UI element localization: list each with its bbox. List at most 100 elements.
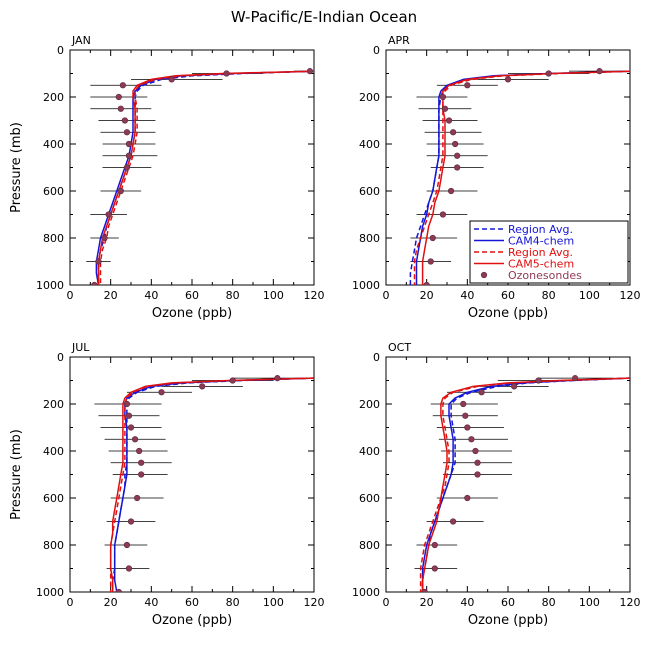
x-tick-label: 20: [104, 596, 118, 609]
x-tick-label: 100: [579, 596, 600, 609]
x-tick-label: 60: [501, 596, 515, 609]
x-tick-label: 60: [185, 596, 199, 609]
panel-label: APR: [388, 34, 410, 47]
y-tick-label: 800: [43, 232, 64, 245]
sonde-point: [450, 518, 457, 525]
sonde-point: [119, 82, 126, 89]
sonde-point: [596, 68, 603, 75]
legend-label: CAM5-chem: [508, 258, 574, 271]
sonde-point: [464, 424, 471, 431]
sonde-point: [125, 412, 133, 419]
sonde-point: [117, 105, 124, 112]
x-axis-label: Ozone (ppb): [152, 613, 232, 628]
panel-oct: 0 20 40 60 80 100 120 0 200 400 600 800 1000 OCT Ozone…: [352, 341, 641, 628]
series-line-cam4-region-avg: [409, 70, 630, 285]
series-line-cam5-region-avg: [413, 70, 630, 285]
series-line-cam4-region-avg: [97, 70, 314, 285]
x-tick-label: 20: [420, 289, 434, 302]
x-tick-label: 80: [226, 289, 240, 302]
y-tick-label: 600: [43, 492, 64, 505]
sonde-point: [421, 588, 428, 592]
panel-label: OCT: [388, 341, 411, 354]
legend-label: Region Avg.: [508, 246, 573, 259]
sonde-point: [95, 258, 102, 265]
sonde-point: [468, 436, 475, 443]
y-tick-label: 1000: [36, 279, 64, 292]
y-tick-label: 800: [359, 539, 380, 552]
sonde-point: [441, 105, 449, 112]
y-tick-label: 400: [359, 138, 380, 151]
x-axis-label: Ozone (ppb): [152, 306, 232, 321]
x-tick-label: 120: [620, 596, 641, 609]
y-tick-label: 0: [373, 351, 380, 364]
y-tick-label: 0: [57, 44, 64, 57]
legend-label: CAM4-chem: [508, 235, 574, 248]
sonde-point: [121, 117, 128, 124]
panel-jan: 0 20 40 60 80 100 120 0 200 400 600 800 1000 JAN Ozone…: [9, 34, 325, 321]
sonde-point: [464, 82, 471, 89]
series-line-cam4-chem: [415, 70, 630, 285]
x-tick-label: 0: [383, 596, 390, 609]
legend-marker: [480, 271, 488, 279]
y-tick-label: 200: [359, 398, 380, 411]
y-tick-label: 200: [359, 91, 380, 104]
x-tick-label: 40: [144, 289, 158, 302]
panels: 0 20 40 60 80 100 12002004006008001000JANOzone…: [9, 34, 641, 628]
sonde-point: [450, 129, 457, 136]
sonde-point: [105, 211, 112, 218]
series-line-cam4-chem: [421, 377, 630, 592]
sonde-point: [452, 140, 459, 148]
y-tick-label: 1000: [352, 586, 380, 599]
y-tick-label: 400: [43, 138, 64, 151]
sonde-point: [123, 541, 131, 549]
series-line-cam5-region-avg: [419, 377, 630, 592]
sonde-point: [101, 234, 108, 242]
sonde-point: [117, 187, 124, 195]
y-axis-label: Pressure (mb): [9, 122, 24, 213]
sonde-point: [510, 383, 518, 390]
sonde-point: [125, 140, 133, 148]
sonde-point: [138, 471, 145, 478]
x-tick-label: 80: [542, 289, 556, 302]
series-line-cam4-region-avg: [421, 377, 630, 592]
y-tick-label: 1000: [352, 279, 380, 292]
sonde-point: [115, 588, 122, 592]
x-tick-label: 80: [542, 596, 556, 609]
x-tick-label: 20: [104, 289, 118, 302]
legend-box: [469, 220, 629, 284]
panel-label: JAN: [71, 34, 91, 47]
sonde-point: [168, 76, 175, 83]
legend-label: Ozonesondes: [508, 269, 582, 282]
sonde-point: [462, 412, 469, 419]
sonde-point: [199, 383, 206, 390]
panel-jul: 0 20 40 60 80 100 120 0 200 400 600 800 1000 JUL Ozone…: [9, 341, 325, 628]
sonde-point: [431, 541, 438, 549]
series-line-cam5-chem: [97, 70, 314, 285]
sonde-point: [306, 68, 314, 75]
y-tick-label: 600: [359, 492, 380, 505]
x-tick-label: 100: [263, 596, 284, 609]
x-tick-label: 60: [501, 289, 515, 302]
sonde-point: [460, 400, 467, 408]
series-line-cam5-chem: [109, 377, 314, 592]
x-tick-label: 40: [144, 596, 158, 609]
sonde-point: [125, 565, 133, 572]
sonde-point: [136, 447, 143, 455]
plot-area: [82, 68, 314, 285]
sonde-point: [439, 211, 447, 218]
figure-title: W-Pacific/E-Indian Ocean: [231, 8, 417, 26]
sonde-point: [545, 70, 552, 77]
sonde-point: [429, 234, 436, 242]
series-line-cam4-chem: [95, 70, 314, 285]
y-tick-label: 400: [359, 445, 380, 458]
sonde-point: [138, 459, 145, 466]
y-tick-label: 600: [43, 185, 64, 198]
series-line-cam4-region-avg: [111, 377, 314, 592]
legend-label: Region Avg.: [508, 223, 573, 236]
sonde-point: [131, 436, 139, 443]
x-tick-label: 20: [420, 596, 434, 609]
y-tick-label: 200: [43, 91, 64, 104]
plot-area: [94, 375, 314, 592]
sonde-point: [123, 164, 131, 171]
